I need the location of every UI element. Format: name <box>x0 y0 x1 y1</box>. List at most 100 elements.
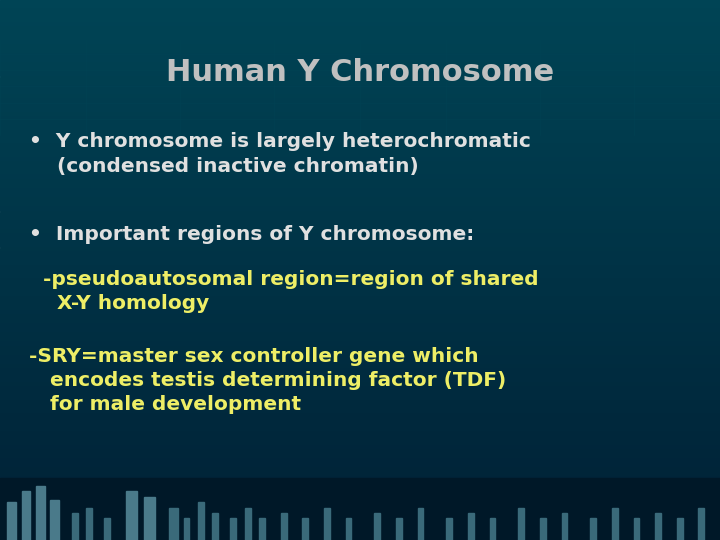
Bar <box>0 468 720 472</box>
Bar <box>0 198 720 202</box>
Bar <box>0 279 720 284</box>
Bar <box>0 382 720 387</box>
Bar <box>0 225 720 229</box>
Bar <box>0 477 720 482</box>
Bar <box>0 364 720 369</box>
Bar <box>0 202 720 207</box>
Bar <box>0 293 720 297</box>
Bar <box>0 207 720 212</box>
Bar <box>0 392 720 396</box>
Text: -pseudoautosomal region=region of shared
    X-Y homology: -pseudoautosomal region=region of shared… <box>29 270 539 313</box>
Bar <box>0 50 720 54</box>
Bar <box>0 40 720 45</box>
Bar <box>0 414 720 418</box>
Bar <box>0 153 720 158</box>
Bar <box>0 185 720 189</box>
Bar <box>22 491 30 540</box>
Bar <box>0 243 720 247</box>
Bar <box>0 158 720 162</box>
Bar <box>677 518 683 540</box>
Bar <box>0 193 720 198</box>
Bar <box>302 518 308 540</box>
Bar <box>184 518 189 540</box>
Bar <box>396 518 402 540</box>
Bar <box>612 508 618 540</box>
Bar <box>281 513 287 540</box>
Bar <box>0 68 720 72</box>
Bar <box>0 72 720 77</box>
Bar <box>346 518 351 540</box>
Bar <box>468 513 474 540</box>
Bar <box>7 502 16 540</box>
Bar <box>0 428 720 432</box>
Bar <box>0 135 720 139</box>
Bar <box>0 90 720 94</box>
Bar <box>0 351 720 355</box>
Bar <box>0 252 720 256</box>
Bar <box>259 518 265 540</box>
Bar <box>0 490 720 495</box>
Bar <box>0 338 720 342</box>
Bar <box>0 531 720 536</box>
Bar <box>0 112 720 117</box>
Bar <box>0 239 720 243</box>
Bar <box>590 518 596 540</box>
Bar <box>126 491 137 540</box>
Bar <box>0 301 720 306</box>
Bar <box>0 482 720 486</box>
Bar <box>0 536 720 540</box>
Bar <box>0 266 720 270</box>
Bar <box>0 117 720 122</box>
Bar <box>0 436 720 441</box>
Bar <box>0 486 720 490</box>
Bar <box>0 77 720 81</box>
Bar <box>72 513 78 540</box>
Bar <box>0 180 720 185</box>
Bar <box>0 36 720 40</box>
Bar <box>0 360 720 364</box>
Bar <box>0 441 720 445</box>
Bar <box>0 342 720 347</box>
Bar <box>0 347 720 351</box>
Bar <box>230 518 236 540</box>
Bar <box>0 126 720 131</box>
Bar <box>0 328 720 333</box>
Bar <box>0 423 720 428</box>
Bar <box>0 230 720 234</box>
Bar <box>0 274 720 279</box>
Bar <box>0 18 720 23</box>
Bar <box>418 508 423 540</box>
Bar <box>0 418 720 423</box>
Bar <box>0 23 720 27</box>
Bar <box>0 0 720 4</box>
Bar <box>0 526 720 531</box>
Text: •  Important regions of Y chromosome:: • Important regions of Y chromosome: <box>29 225 474 245</box>
Bar <box>245 508 251 540</box>
Bar <box>0 131 720 135</box>
Bar <box>0 513 720 517</box>
Bar <box>0 459 720 463</box>
Bar <box>86 508 92 540</box>
Bar <box>0 166 720 171</box>
Bar <box>0 504 720 509</box>
Bar <box>0 99 720 104</box>
Bar <box>144 497 155 540</box>
Bar <box>518 508 524 540</box>
Bar <box>446 518 452 540</box>
Bar <box>0 387 720 392</box>
Bar <box>0 378 720 382</box>
Bar <box>0 45 720 50</box>
Bar <box>0 284 720 288</box>
Bar <box>0 324 720 328</box>
Bar <box>0 144 720 148</box>
Bar <box>0 320 720 324</box>
Bar <box>0 4 720 9</box>
Bar <box>0 54 720 58</box>
Bar <box>0 374 720 378</box>
Bar <box>0 261 720 266</box>
Bar <box>0 355 720 360</box>
Bar <box>0 148 720 153</box>
Bar <box>0 500 720 504</box>
Bar <box>0 396 720 401</box>
Bar <box>0 478 720 540</box>
